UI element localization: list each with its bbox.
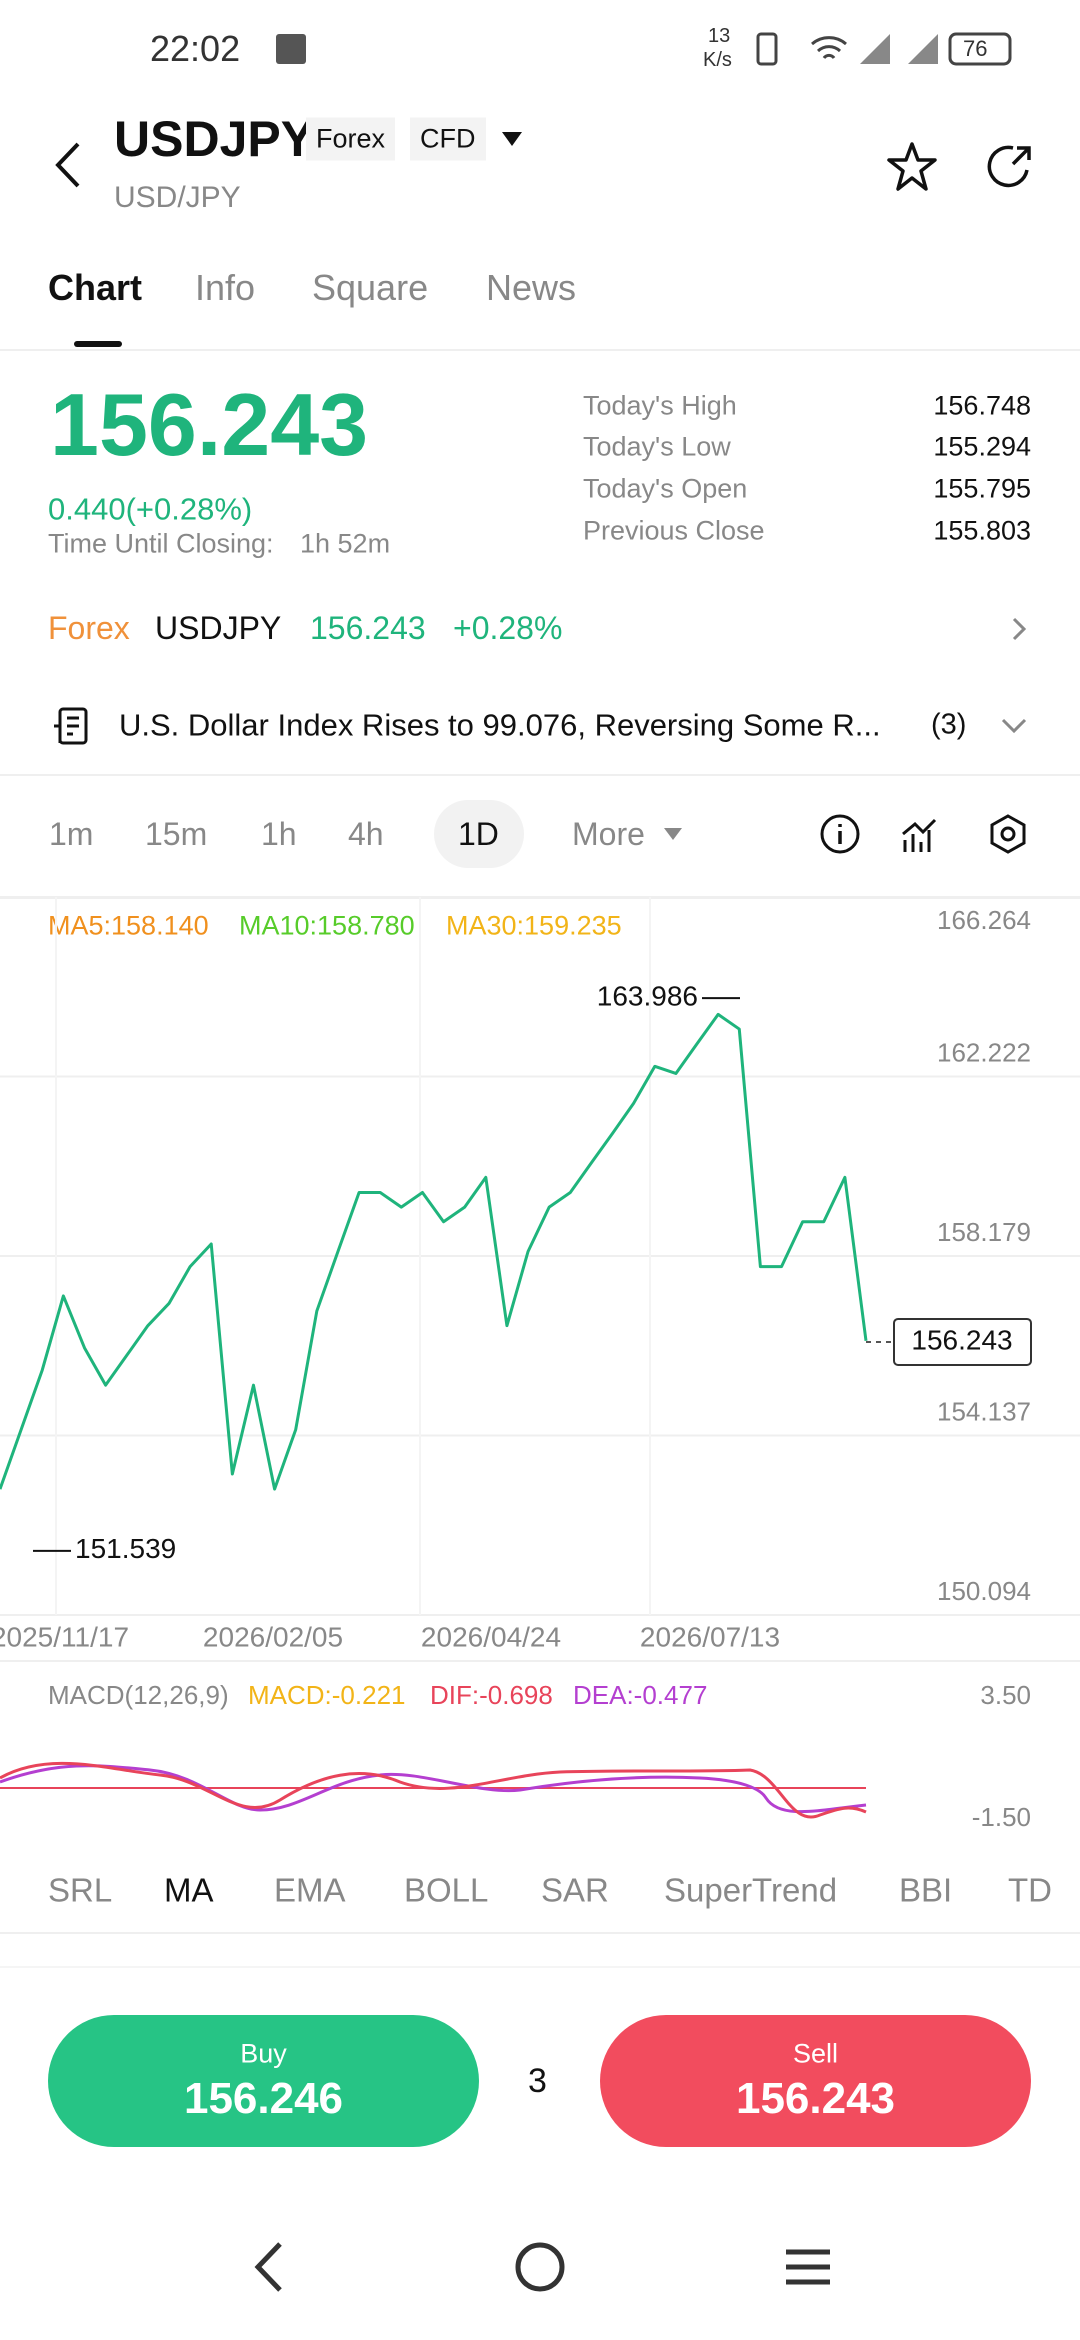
expand[interactable] (1000, 716, 1028, 736)
timeframe[interactable]: More (572, 816, 645, 852)
low-label: 151.539 (75, 1533, 176, 1564)
news-icon (54, 707, 88, 745)
dif-value: DIF:-0.698 (430, 1680, 553, 1710)
more-arrow (664, 828, 682, 840)
x-tick-label: 2026/02/05 (203, 1621, 343, 1652)
tab-indicator (74, 341, 122, 347)
indicator[interactable]: SAR (541, 1871, 609, 1909)
macd-name: MACD(12,26,9) (48, 1680, 229, 1710)
indicator[interactable]: SRL (48, 1871, 113, 1909)
chevron[interactable] (1010, 616, 1030, 642)
subtitle: USD/JPY (114, 181, 241, 214)
stat-label: Today's Low (583, 431, 731, 462)
macd-axis: -1.50 (971, 1802, 1031, 1832)
macd-axis: 3.50 (980, 1680, 1031, 1710)
closing-label: Time Until Closing: (48, 528, 274, 559)
tab[interactable]: Chart (48, 267, 143, 308)
market: Forex (48, 610, 130, 646)
ma-legend: MA30:159.235 (446, 910, 622, 941)
indicator[interactable]: MA (164, 1871, 214, 1909)
indicator[interactable]: BOLL (404, 1871, 489, 1909)
tab[interactable]: Info (195, 267, 256, 308)
ma-legend: MA5:158.140 (48, 910, 209, 941)
timeframe[interactable]: 4h (348, 816, 384, 852)
tag: Forex (306, 117, 396, 161)
buy-label: Buy (240, 2038, 287, 2069)
sell-price: 156.243 (735, 2074, 896, 2123)
indicator[interactable]: SuperTrend (664, 1871, 838, 1909)
stat-label: Previous Close (583, 515, 765, 546)
price-chart: 150.094 154.137 158.179 162.222 166.264 163.9… (0, 896, 1080, 1652)
stat-label: Today's High (583, 390, 737, 421)
y-tick-label: 166.264 (937, 905, 1031, 935)
buy-price: 156.246 (183, 2074, 344, 2123)
net-speed: 13 (708, 25, 731, 47)
sell-button[interactable]: Sell 156.243 (600, 2015, 1031, 2147)
stat-value: 155.803 (933, 515, 1031, 546)
macd-value: MACD:-0.221 (248, 1680, 406, 1710)
net-unit: K/s (703, 49, 732, 71)
divider (0, 774, 1080, 776)
back-button[interactable] (50, 140, 90, 190)
x-tick-label: 2026/04/24 (421, 1621, 561, 1652)
y-tick-label: 150.094 (937, 1576, 1031, 1606)
tab[interactable]: News (486, 267, 577, 308)
high-label: 163.986 (597, 981, 698, 1012)
timeframe[interactable]: 1h (261, 816, 297, 852)
price-line (0, 1012, 868, 1491)
y-tick-label: 154.137 (937, 1396, 1031, 1426)
price: 156.243 (50, 375, 369, 474)
y-tick-label: 162.222 (937, 1037, 1031, 1067)
timeframe[interactable]: 1D (458, 816, 499, 852)
buy-button[interactable]: Buy 156.246 (48, 2015, 479, 2147)
chart-tools[interactable] (820, 814, 1040, 856)
stat-label: Today's Open (583, 473, 748, 504)
indicator[interactable]: TD (1008, 1871, 1052, 1909)
x-tick-label: 2025/11/17 (0, 1621, 129, 1652)
macd-plot (0, 1761, 867, 1819)
quantity: 3 (528, 2062, 547, 2100)
share-button[interactable] (983, 140, 1037, 194)
stat-value: 155.294 (933, 431, 1031, 462)
divider (0, 349, 1080, 351)
tab[interactable]: Square (312, 267, 429, 308)
divider (0, 1932, 1080, 1934)
change: 0.440(+0.28%) (48, 491, 253, 527)
nav-bar (254, 2242, 830, 2292)
status-icons (756, 32, 1012, 66)
news-count: (3) (931, 708, 967, 741)
divider (0, 1966, 1080, 1968)
x-tick-label: 2026/07/13 (640, 1621, 780, 1652)
closing-time: 1h 52m (300, 528, 391, 559)
timeframe[interactable]: 1m (49, 816, 94, 852)
timeframe[interactable]: 15m (145, 816, 208, 852)
news-headline[interactable]: U.S. Dollar Index Rises to 99.076, Rever… (119, 707, 881, 743)
ticker-symbol: USDJPY (155, 610, 282, 646)
tag: CFD (410, 117, 486, 161)
favorite-button[interactable] (885, 140, 939, 194)
battery: 76 (963, 36, 988, 61)
indicator[interactable]: EMA (274, 1871, 346, 1909)
symbol: USDJPY (114, 111, 315, 167)
status-time: 22:02 (150, 28, 241, 69)
indicator[interactable]: BBI (899, 1871, 953, 1909)
sell-label: Sell (792, 2038, 839, 2069)
ticker-price: 156.243 (310, 610, 426, 646)
ma-legend: MA10:158.780 (239, 910, 415, 941)
dropdown[interactable] (500, 130, 524, 150)
last-price: 156.243 (911, 1324, 1012, 1355)
stat-value: 155.795 (933, 473, 1031, 504)
ticker-change: +0.28% (453, 610, 563, 646)
stat-value: 156.748 (933, 390, 1031, 421)
selected-pill (434, 800, 524, 868)
dea-value: DEA:-0.477 (573, 1680, 708, 1710)
last-price-box (893, 1317, 1032, 1366)
y-tick-label: 158.179 (937, 1217, 1031, 1247)
status-icon (276, 34, 306, 64)
divider (0, 1660, 1080, 1662)
